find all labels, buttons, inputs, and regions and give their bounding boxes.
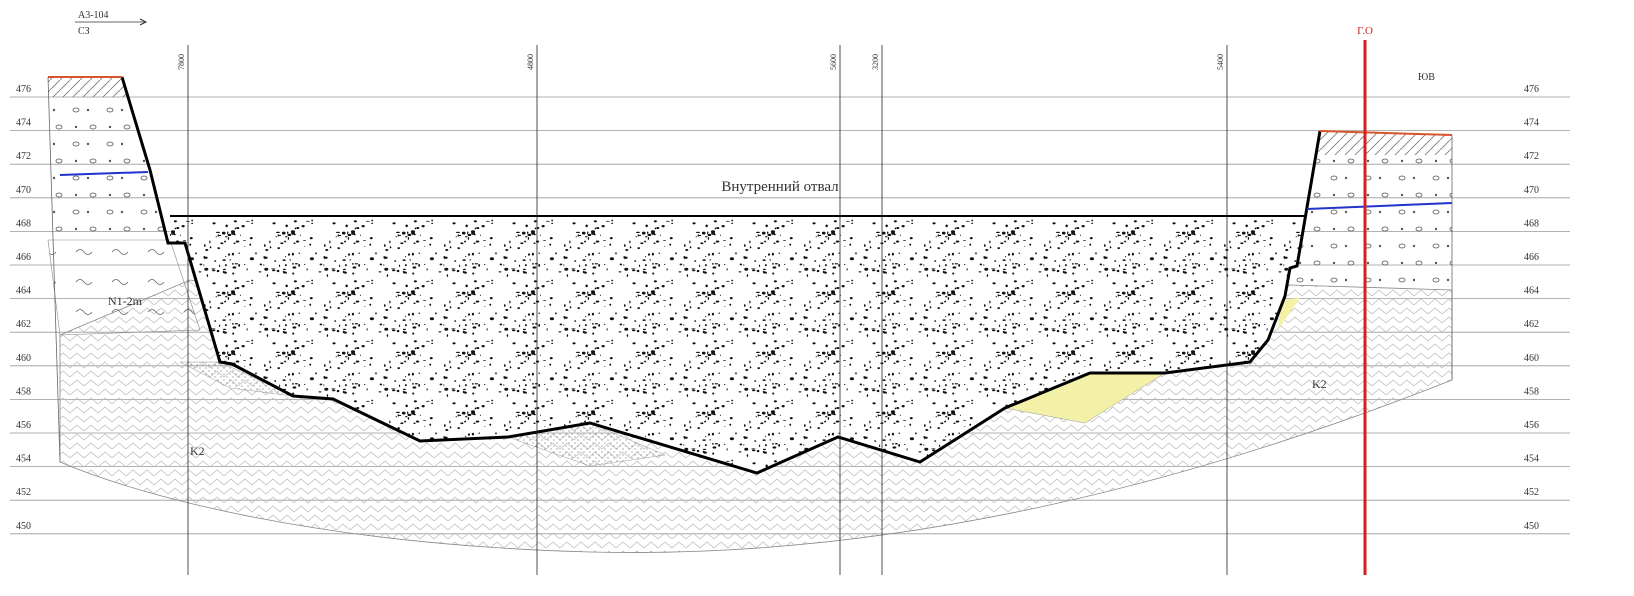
elevation-label: 460 (1524, 353, 1539, 364)
sand-layer-right (1290, 155, 1452, 290)
elevation-label: 474 (1524, 118, 1539, 129)
elevation-label: 456 (1524, 420, 1539, 431)
elevation-label: 450 (16, 521, 31, 532)
formation-label: K2 (190, 444, 205, 458)
elevation-label: 466 (16, 252, 31, 263)
profile-label: 4800 (526, 54, 535, 70)
formation-label: K2 (1312, 377, 1327, 391)
elevation-label: 462 (1524, 319, 1539, 330)
elevation-label: 464 (1524, 286, 1539, 297)
elevation-label: 476 (1524, 84, 1539, 95)
direction-right: ЮВ (1418, 72, 1435, 83)
direction-left: СЗ (78, 26, 90, 37)
elevation-label: 468 (16, 218, 31, 229)
elevation-label: 472 (16, 151, 31, 162)
zone-label: Внутренний отвал (721, 179, 839, 195)
profile-label: 5400 (1216, 54, 1225, 70)
elevation-label: 472 (1524, 151, 1539, 162)
elevation-label: 450 (1524, 521, 1539, 532)
marker-label: Г.О (1357, 25, 1373, 37)
elevation-label: 452 (1524, 487, 1539, 498)
elevation-label: 470 (16, 185, 31, 196)
elevation-label: 454 (1524, 454, 1539, 465)
elevation-label: 464 (16, 286, 31, 297)
profile-label: 7800 (177, 54, 186, 70)
formation-label: N1-2m (108, 294, 143, 308)
profile-label: 5600 (829, 54, 838, 70)
elevation-label: 470 (1524, 185, 1539, 196)
elevation-label: 454 (16, 454, 31, 465)
soil-left (48, 77, 128, 97)
elevation-label: 452 (16, 487, 31, 498)
profile-label: 3200 (871, 54, 880, 70)
elevation-label: 456 (16, 420, 31, 431)
cross-section: 476 476 474 474 472 472 470 470 468 468 466 466 464 4… (0, 0, 1634, 596)
elevation-label: 466 (1524, 252, 1539, 263)
elevation-label: 468 (1524, 218, 1539, 229)
elevation-label: 458 (16, 386, 31, 397)
elevation-label: 462 (16, 319, 31, 330)
elevation-label: 474 (16, 118, 31, 129)
elevation-label: 460 (16, 353, 31, 364)
n-layer (48, 240, 200, 335)
line-label: А3-104 (78, 10, 109, 21)
elevation-label: 476 (16, 84, 31, 95)
elevation-label: 458 (1524, 386, 1539, 397)
